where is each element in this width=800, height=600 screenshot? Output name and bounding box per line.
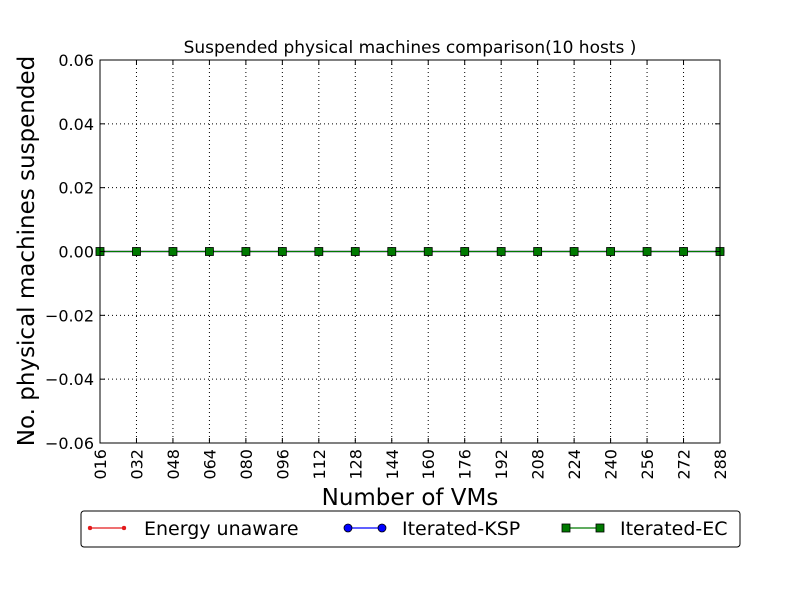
x-tick-label: 224	[565, 449, 584, 480]
x-axis-label: Number of VMs	[322, 485, 499, 511]
x-tick-label: 256	[638, 449, 657, 480]
x-tick-label: 128	[346, 449, 365, 480]
data-point	[606, 247, 615, 256]
x-tick-label: 112	[310, 449, 329, 480]
data-point	[277, 247, 287, 256]
legend: Energy unaware Iterated-KSP Iterated-EC	[80, 510, 741, 548]
y-tick-label: 0.00	[58, 243, 94, 262]
data-point	[569, 247, 579, 256]
x-tick-label: 032	[127, 449, 146, 480]
data-point	[350, 247, 360, 256]
y-axis-label: No. physical machines suspended	[14, 56, 40, 446]
legend-marker	[87, 525, 93, 531]
legend-entry: Iterated-KSP	[343, 518, 520, 540]
legend-label: Iterated-EC	[620, 518, 728, 540]
y-tick-labels: −0.06 −0.04 −0.02 0.00 0.02 0.04 0.06	[45, 51, 94, 453]
data-point	[496, 247, 506, 256]
x-tick-label: 096	[273, 449, 292, 480]
x-tick-label: 144	[383, 449, 402, 480]
data-point	[205, 247, 214, 256]
x-tick-label: 064	[200, 449, 219, 480]
legend-entry: Iterated-EC	[561, 518, 728, 540]
x-tick-label: 208	[529, 449, 548, 480]
data-point	[314, 247, 324, 256]
data-point	[423, 247, 433, 256]
x-tick-label: 160	[419, 449, 438, 480]
x-tick-label: 192	[492, 449, 511, 480]
y-tick-label: 0.02	[58, 179, 94, 198]
legend-label: Iterated-KSP	[402, 518, 520, 540]
data-point	[387, 247, 397, 256]
x-tick-label: 048	[164, 449, 183, 480]
data-point	[679, 247, 688, 256]
data-point	[132, 247, 141, 256]
chart-title: Suspended physical machines comparison(1…	[184, 38, 637, 58]
legend-marker	[595, 523, 605, 533]
x-tick-label: 288	[711, 449, 730, 480]
y-tick-label: −0.06	[45, 434, 94, 453]
legend-marker	[121, 525, 127, 531]
legend-marker	[561, 523, 571, 533]
legend-label: Energy unaware	[144, 518, 299, 540]
x-tick-label: 080	[237, 449, 256, 480]
x-tick-label: 016	[91, 449, 110, 480]
x-tick-label: 240	[602, 449, 621, 480]
y-tick-label: −0.02	[45, 306, 94, 325]
legend-marker	[377, 523, 387, 533]
legend-marker	[343, 523, 353, 533]
y-tick-label: 0.04	[58, 115, 94, 134]
legend-frame	[80, 510, 741, 548]
data-point	[460, 247, 470, 256]
x-tick-label: 272	[675, 449, 694, 480]
x-tick-label: 176	[456, 449, 475, 480]
y-tick-label: −0.04	[45, 370, 94, 389]
data-point	[533, 247, 543, 256]
series-layer	[95, 247, 725, 256]
x-tick-labels: 016 032 048 064 080 096 112 128 144 160 176 192 208 2…	[91, 449, 730, 480]
data-point	[642, 247, 652, 256]
series-iterated-ec	[95, 247, 725, 256]
legend-entry: Energy unaware	[87, 518, 299, 540]
ticks	[99, 59, 721, 444]
data-point	[241, 247, 251, 256]
y-tick-label: 0.06	[58, 51, 94, 70]
data-point	[168, 247, 178, 256]
